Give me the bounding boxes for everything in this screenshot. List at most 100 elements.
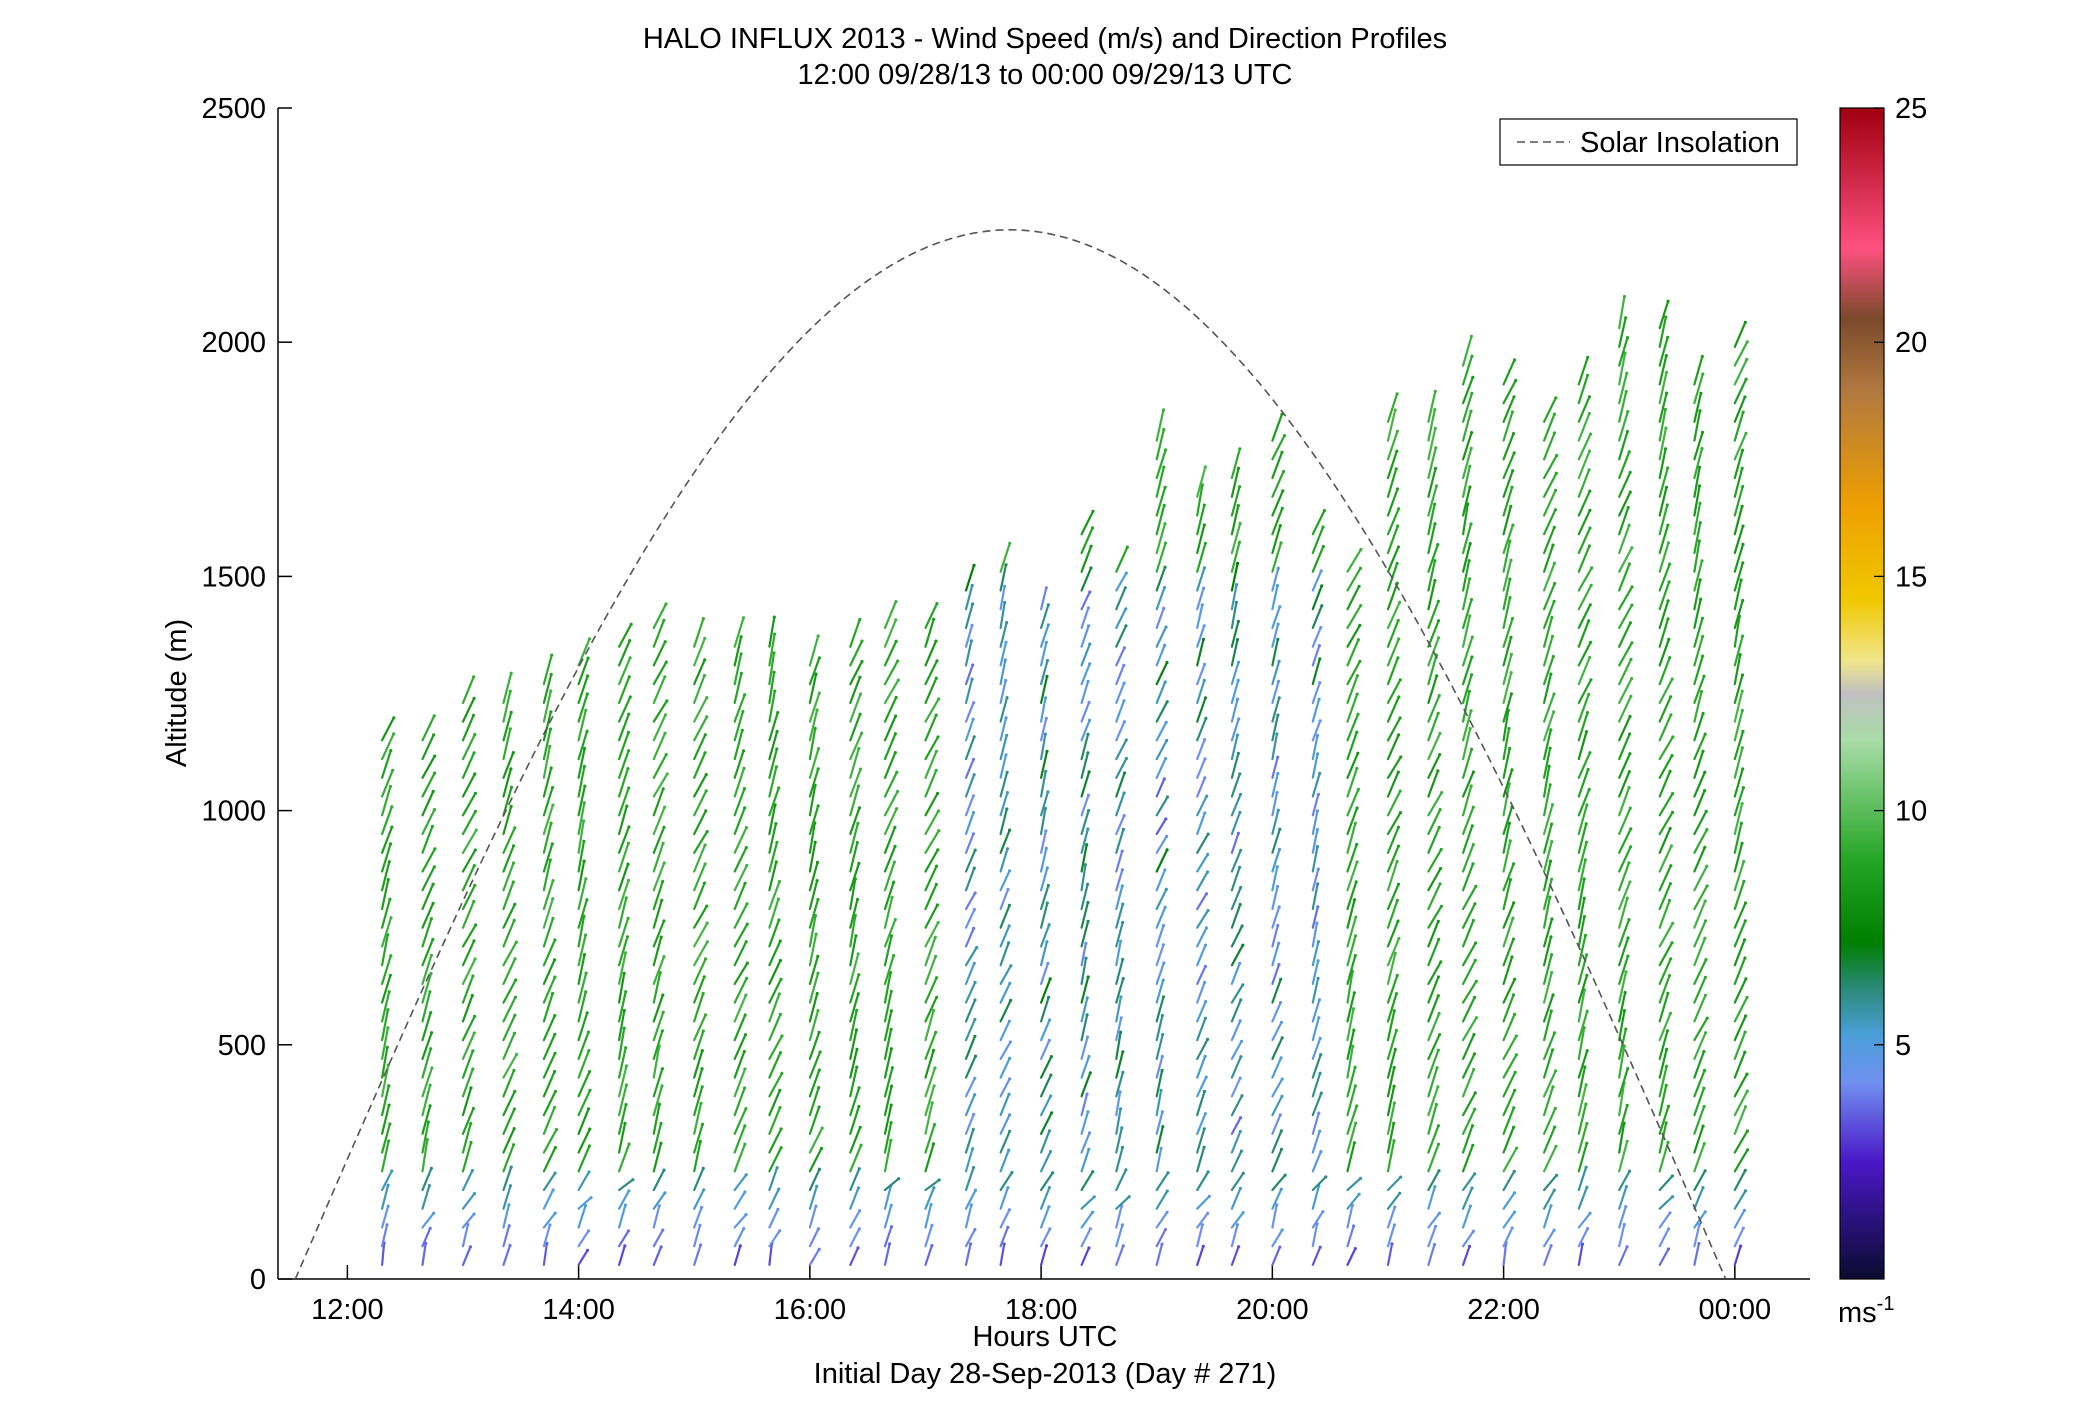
wind-vector — [461, 1086, 473, 1117]
wind-vector-head — [970, 583, 974, 588]
wind-vector-head — [508, 1243, 512, 1248]
wind-vector — [883, 845, 897, 873]
wind-vector — [1693, 789, 1706, 817]
wind-vector — [999, 1093, 1011, 1117]
wind-vector-head — [1051, 1171, 1055, 1175]
wind-vector-head — [897, 1177, 901, 1181]
wind-vector-head — [745, 902, 749, 906]
wind-vector — [964, 663, 974, 686]
wind-vector-head — [1395, 973, 1399, 978]
wind-vector — [1658, 1247, 1670, 1267]
wind-vector — [1230, 998, 1242, 1023]
wind-vector-head — [1513, 1088, 1517, 1092]
wind-vector-head — [511, 880, 515, 884]
wind-vector — [1733, 1189, 1747, 1210]
wind-vector-head — [1204, 1075, 1208, 1079]
wind-vector-head — [855, 897, 860, 902]
wind-vector — [1577, 490, 1591, 517]
wind-vector — [502, 903, 516, 929]
wind-vector-head — [772, 670, 776, 674]
wind-vector-head — [1087, 624, 1091, 628]
wind-vector — [1115, 1223, 1124, 1248]
wind-vector — [849, 731, 863, 761]
wind-vector-head — [741, 749, 746, 753]
wind-vector — [1155, 607, 1165, 630]
wind-vector-head — [1396, 844, 1401, 848]
wind-vector-head — [1316, 976, 1320, 980]
wind-vector — [999, 696, 1009, 723]
wind-vector-head — [1006, 1225, 1010, 1229]
wind-vector — [652, 660, 668, 686]
wind-vector-head — [1239, 998, 1243, 1002]
wind-vector — [1502, 671, 1513, 705]
wind-vector-head — [1508, 577, 1512, 581]
wind-vector-head — [1086, 732, 1090, 736]
wind-vector-head — [585, 898, 589, 902]
wind-vector — [1039, 940, 1049, 967]
wind-vector — [461, 697, 476, 723]
wind-vector-head — [1555, 1173, 1559, 1177]
wind-vector-head — [1089, 566, 1093, 570]
wind-vector — [883, 807, 898, 836]
wind-vector — [1196, 523, 1206, 555]
wind-vector — [1427, 1049, 1440, 1079]
wind-vector-head — [472, 1192, 477, 1196]
wind-vector — [1080, 1170, 1094, 1192]
wind-vector — [1155, 1228, 1167, 1248]
wind-vector — [617, 1142, 631, 1173]
wind-vector-head — [702, 975, 706, 979]
wind-vector-head — [1355, 692, 1359, 696]
wind-vector — [542, 653, 553, 686]
wind-vector — [1461, 1016, 1478, 1042]
wind-vector — [1693, 635, 1704, 667]
wind-vector — [1577, 356, 1589, 386]
wind-vector — [1502, 822, 1511, 854]
wind-vector-head — [1354, 1121, 1358, 1125]
wind-vector-head — [1587, 411, 1591, 416]
wind-vector — [1230, 1055, 1243, 1079]
wind-vector-head — [1468, 464, 1472, 468]
wind-vector-head — [1005, 696, 1009, 700]
wind-vector — [1542, 1125, 1556, 1154]
wind-vector — [461, 792, 477, 817]
wind-vector — [883, 1184, 893, 1210]
wind-vector-head — [1162, 503, 1166, 507]
wind-vector-head — [1237, 540, 1242, 544]
wind-vector-head — [1584, 822, 1588, 826]
wind-vector — [1427, 938, 1440, 967]
wind-vector — [849, 784, 860, 817]
wind-vector — [1080, 1211, 1094, 1229]
wind-vector-head — [1470, 747, 1474, 751]
wind-vector — [1271, 865, 1279, 892]
wind-vector — [849, 877, 857, 911]
wind-vector — [1196, 1017, 1207, 1042]
wind-vector-head — [1206, 908, 1210, 913]
wind-vector — [883, 826, 897, 854]
wind-vector — [1196, 663, 1206, 686]
wind-vector-head — [626, 878, 631, 883]
wind-vector — [924, 697, 940, 723]
wind-vector — [999, 941, 1010, 967]
wind-vector — [461, 1122, 472, 1154]
wind-vector-head — [1124, 1168, 1128, 1172]
wind-vector — [999, 1242, 1006, 1267]
wind-vector — [1461, 598, 1473, 630]
wind-vector — [1502, 1013, 1516, 1042]
wind-vector-head — [1467, 1244, 1472, 1248]
wind-vector-head — [628, 639, 632, 643]
wind-vector-head — [935, 864, 939, 868]
wind-vector-head — [1315, 828, 1319, 832]
wind-vector-head — [1664, 485, 1669, 489]
wind-vector — [1386, 919, 1400, 948]
wind-vector-head — [702, 881, 707, 885]
wind-vector — [1155, 995, 1165, 1023]
wind-vector — [1271, 1129, 1283, 1154]
wind-vector-head — [1740, 466, 1744, 470]
wind-vector-head — [1202, 624, 1206, 628]
wind-vector — [1080, 1055, 1091, 1079]
y-tick-label: 1500 — [201, 561, 266, 593]
wind-vector — [1080, 863, 1087, 892]
wind-vector — [1427, 848, 1443, 873]
wind-vector-head — [1470, 824, 1474, 828]
wind-vector — [1542, 672, 1553, 705]
